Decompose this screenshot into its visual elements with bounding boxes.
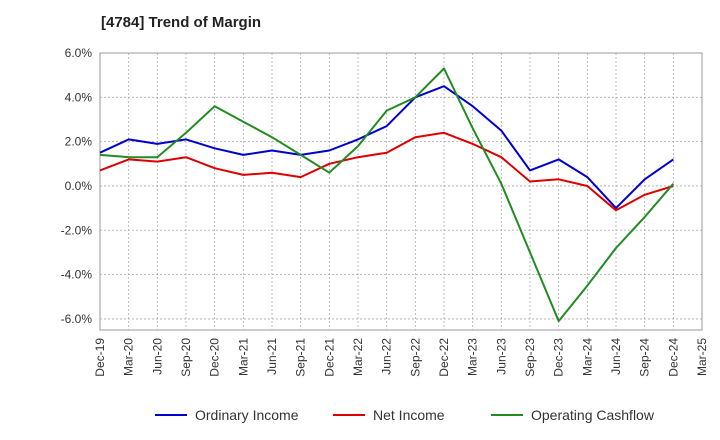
x-tick-label: Mar-25 (695, 338, 709, 376)
y-tick-label: -6.0% (61, 312, 93, 326)
legend: Ordinary Income Net Income Operating Cashf… (155, 407, 655, 423)
grid-lines (100, 53, 702, 330)
x-axis-ticks: Dec-19 Mar-20 Jun-20 Sep-20 Dec-20 Mar-21 Jun-… (93, 338, 709, 377)
x-tick-label: Mar-22 (351, 338, 365, 376)
x-tick-label: Dec-20 (208, 338, 222, 377)
x-tick-label: Sep-21 (294, 338, 308, 377)
x-tick-label: Dec-22 (437, 338, 451, 377)
x-tick-label: Sep-24 (638, 338, 652, 377)
x-tick-label: Dec-19 (93, 338, 107, 377)
x-tick-label: Sep-23 (523, 338, 537, 377)
x-tick-label: Dec-21 (322, 338, 336, 377)
y-tick-label: 6.0% (65, 46, 93, 60)
y-axis-ticks: 6.0% 4.0% 2.0% 0.0% -2.0% -4.0% -6.0% (61, 46, 93, 326)
y-tick-label: 0.0% (65, 179, 93, 193)
x-tick-label: Jun-21 (265, 338, 279, 375)
x-tick-label: Sep-20 (179, 338, 193, 377)
x-tick-label: Jun-22 (380, 338, 394, 375)
x-tick-label: Mar-20 (122, 338, 136, 376)
y-tick-label: 2.0% (65, 135, 93, 149)
x-tick-label: Sep-22 (408, 338, 422, 377)
y-tick-label: 4.0% (65, 90, 93, 104)
x-tick-label: Mar-21 (236, 338, 250, 376)
series-line-1 (99, 85, 674, 210)
x-tick-label: Jun-23 (494, 338, 508, 375)
chart-title: [4784] Trend of Margin (101, 14, 262, 31)
x-tick-label: Jun-20 (150, 338, 164, 375)
x-tick-label: Dec-23 (552, 338, 566, 377)
x-tick-label: Mar-23 (466, 338, 480, 376)
x-tick-label: Jun-24 (609, 338, 623, 375)
series-lines (99, 67, 675, 323)
legend-label-1: Ordinary Income (195, 407, 299, 423)
y-tick-label: -2.0% (61, 223, 93, 237)
legend-label-3: Operating Cashflow (531, 407, 655, 423)
legend-label-2: Net Income (373, 407, 445, 423)
plot-border (99, 52, 703, 331)
series-line-2 (99, 131, 674, 212)
y-tick-label: -4.0% (61, 268, 93, 282)
x-tick-label: Dec-24 (666, 338, 680, 377)
series-line-3 (99, 67, 675, 323)
plot-area (99, 52, 703, 331)
x-tick-label: Mar-24 (580, 338, 594, 376)
